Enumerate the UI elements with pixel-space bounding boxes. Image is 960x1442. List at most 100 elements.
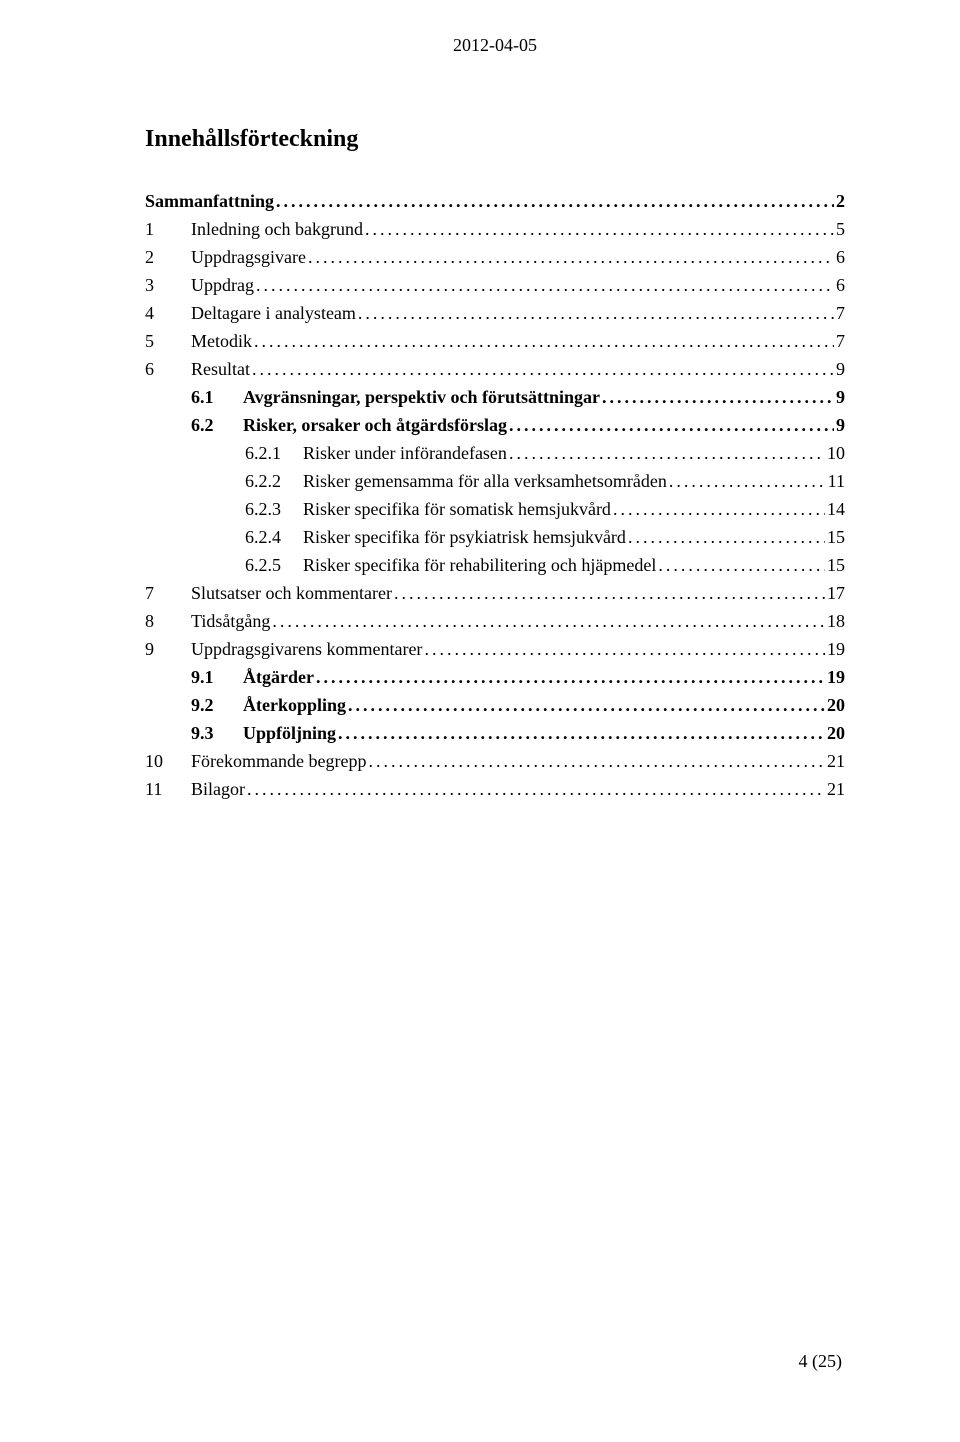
toc-leader-dots: [394, 583, 825, 604]
toc-number: 6: [145, 359, 173, 380]
toc-label: Risker, orsaker och åtgärdsförslag: [243, 415, 507, 436]
toc-label: Risker specifika för rehabilitering och …: [303, 555, 656, 576]
toc-leader-dots: [348, 695, 825, 716]
toc-row: 6.2.4 Risker specifika för psykiatrisk he…: [145, 527, 845, 548]
toc-leader-dots: [338, 723, 825, 744]
toc-number: 4: [145, 303, 173, 324]
toc-label: Risker gemensamma för alla verksamhetsom…: [303, 471, 667, 492]
toc-page-number: 19: [827, 639, 845, 660]
toc-page-number: 9: [836, 359, 845, 380]
toc-page-number: 6: [836, 247, 845, 268]
toc-page-number: 10: [827, 443, 845, 464]
toc-label: Inledning och bakgrund: [191, 219, 363, 240]
toc-number: 9: [145, 639, 173, 660]
toc-page-number: 7: [836, 303, 845, 324]
toc-row: 6.2.1 Risker under införandefasen 10: [145, 443, 845, 464]
toc-label: Bilagor: [191, 779, 245, 800]
toc-label: Uppföljning: [243, 723, 336, 744]
toc-row: 9 Uppdragsgivarens kommentarer 19: [145, 639, 845, 660]
toc-label: Förekommande begrepp: [191, 751, 366, 772]
toc-page-number: 21: [827, 779, 845, 800]
toc-row: 6.2.2 Risker gemensamma för alla verksamh…: [145, 471, 845, 492]
toc-number: 6.1: [191, 387, 227, 408]
toc-label: Avgränsningar, perspektiv och förutsättn…: [243, 387, 600, 408]
toc-leader-dots: [358, 303, 834, 324]
toc-page-number: 11: [828, 471, 845, 492]
toc-leader-dots: [509, 443, 825, 464]
toc-row: 9.2Återkoppling20: [145, 695, 845, 716]
toc-number: 6.2.3: [245, 499, 293, 520]
toc-label: Åtgärder: [243, 667, 314, 688]
toc-row: 2 Uppdragsgivare 6: [145, 247, 845, 268]
table-of-contents: Sammanfattning21Inledning och bakgrund52…: [145, 191, 845, 800]
toc-page-number: 2: [836, 191, 845, 212]
toc-label: Tidsåtgång: [191, 611, 270, 632]
toc-label: Risker under införandefasen: [303, 443, 507, 464]
toc-leader-dots: [316, 667, 825, 688]
toc-number: 6.2.1: [245, 443, 293, 464]
toc-leader-dots: [252, 359, 834, 380]
toc-row: 6 Resultat 9: [145, 359, 845, 380]
toc-label: Deltagare i analysteam: [191, 303, 356, 324]
toc-page-number: 9: [836, 387, 845, 408]
toc-page-number: 20: [827, 723, 845, 744]
toc-label: Resultat: [191, 359, 250, 380]
toc-row: 6.2 Risker, orsaker och åtgärdsförslag 9: [145, 415, 845, 436]
toc-leader-dots: [509, 415, 834, 436]
toc-label: Återkoppling: [243, 695, 346, 716]
toc-page-number: 5: [836, 219, 845, 240]
toc-leader-dots: [272, 611, 825, 632]
toc-number: 6.2.5: [245, 555, 293, 576]
toc-number: 1: [145, 219, 173, 240]
toc-page-number: 19: [827, 667, 845, 688]
toc-label: Uppdragsgivare: [191, 247, 306, 268]
toc-number: 2: [145, 247, 173, 268]
toc-row: 9.3Uppföljning20: [145, 723, 845, 744]
toc-leader-dots: [424, 639, 825, 660]
toc-number: 3: [145, 275, 173, 296]
page-title: Innehållsförteckning: [145, 126, 845, 153]
toc-number: 6.2: [191, 415, 227, 436]
toc-row: 7Slutsatser och kommentarer17: [145, 583, 845, 604]
toc-number: 8: [145, 611, 173, 632]
toc-leader-dots: [256, 275, 834, 296]
toc-label: Risker specifika för psykiatrisk hemsjuk…: [303, 527, 626, 548]
toc-number: 11: [145, 779, 173, 800]
toc-page-number: 6: [836, 275, 845, 296]
toc-number: 6.2.2: [245, 471, 293, 492]
toc-page-number: 17: [827, 583, 845, 604]
toc-leader-dots: [368, 751, 825, 772]
toc-row: 1 Inledning och bakgrund 5: [145, 219, 845, 240]
toc-page-number: 9: [836, 415, 845, 436]
toc-number: 6.2.4: [245, 527, 293, 548]
toc-row: 4 Deltagare i analysteam 7: [145, 303, 845, 324]
toc-label: Metodik: [191, 331, 252, 352]
toc-row: 10Förekommande begrepp21: [145, 751, 845, 772]
toc-leader-dots: [613, 499, 825, 520]
toc-number: 9.1: [191, 667, 227, 688]
toc-row: 9.1 Åtgärder 19: [145, 667, 845, 688]
toc-label: Risker specifika för somatisk hemsjukvår…: [303, 499, 611, 520]
toc-leader-dots: [308, 247, 834, 268]
toc-page-number: 15: [827, 555, 845, 576]
toc-leader-dots: [628, 527, 825, 548]
toc-leader-dots: [658, 555, 825, 576]
toc-row: 11 Bilagor 21: [145, 779, 845, 800]
toc-page-number: 18: [827, 611, 845, 632]
toc-label: Sammanfattning: [145, 191, 274, 212]
toc-leader-dots: [247, 779, 825, 800]
toc-row: 6.1 Avgränsningar, perspektiv och förutsä…: [145, 387, 845, 408]
toc-row: 3Uppdrag6: [145, 275, 845, 296]
toc-page-number: 14: [827, 499, 845, 520]
toc-page-number: 21: [827, 751, 845, 772]
toc-leader-dots: [365, 219, 834, 240]
toc-row: Sammanfattning 2: [145, 191, 845, 212]
toc-row: 6.2.5 Risker specifika för rehabilitering…: [145, 555, 845, 576]
toc-label: Uppdragsgivarens kommentarer: [191, 639, 422, 660]
toc-number: 7: [145, 583, 173, 604]
toc-row: 6.2.3 Risker specifika för somatisk hemsj…: [145, 499, 845, 520]
toc-row: 8 Tidsåtgång 18: [145, 611, 845, 632]
toc-page-number: 20: [827, 695, 845, 716]
document-page: 2012-04-05 Innehållsförteckning Sammanfa…: [0, 0, 960, 800]
toc-leader-dots: [276, 191, 834, 212]
